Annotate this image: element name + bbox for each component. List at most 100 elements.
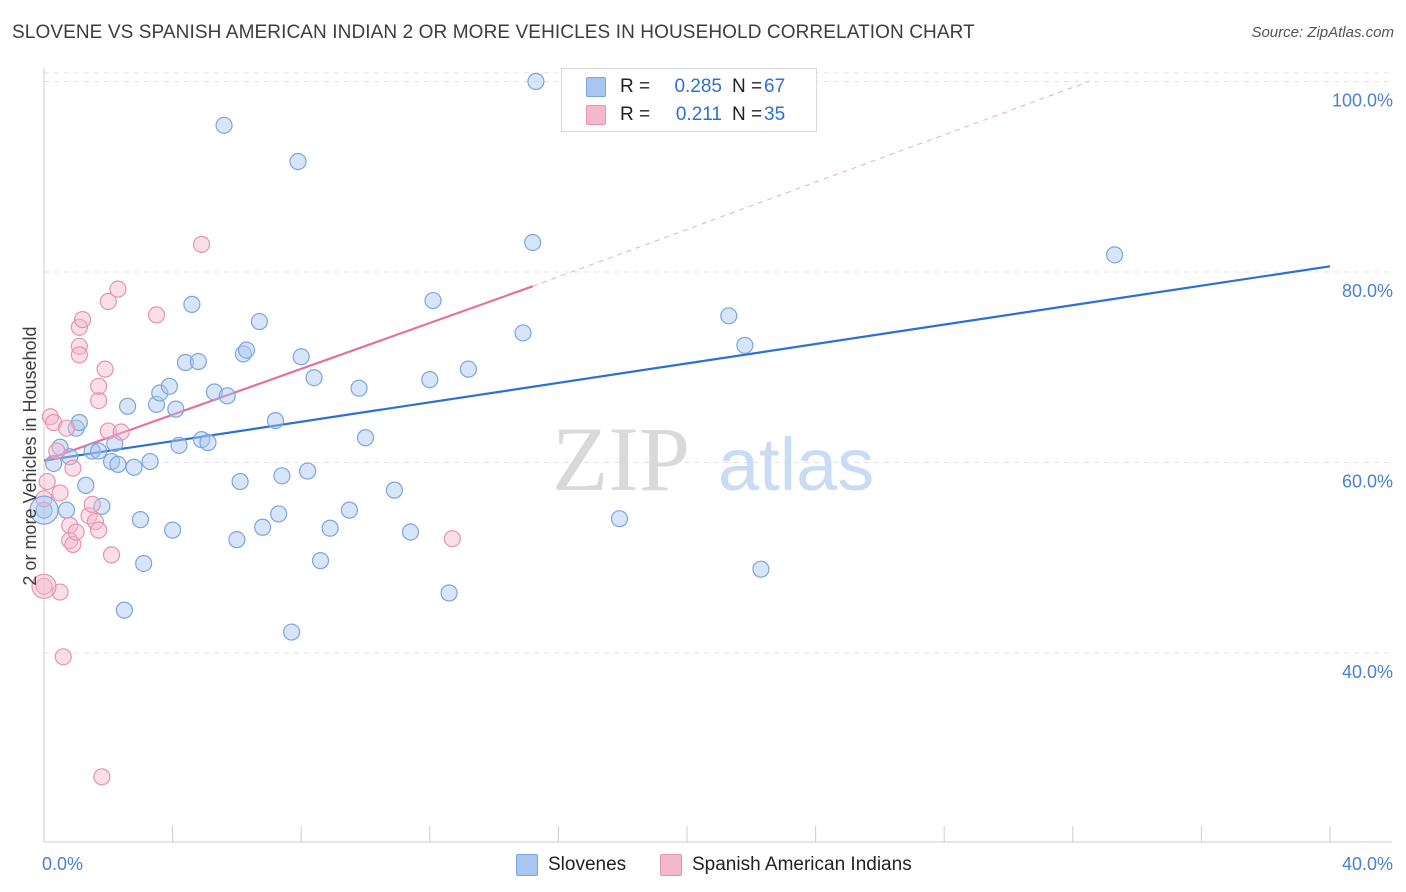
point-slovenes	[385, 481, 404, 499]
source-credit: Source: ZipAtlas.com	[1251, 24, 1394, 41]
legend-r-value: 0.211	[675, 104, 722, 125]
legend-r-value: 0.285	[674, 76, 722, 97]
legend-swatch-spanish-american-indians	[660, 854, 682, 876]
point-slovenes	[424, 291, 442, 310]
point-slovenes	[237, 341, 256, 359]
point-slovenes	[270, 505, 288, 523]
trend-line-slovenes	[43, 265, 1331, 462]
x-tick-label: 0.0%	[42, 854, 83, 874]
point-slovenes	[135, 554, 153, 573]
point-slovenes	[321, 519, 339, 537]
point-spanish-american-indians	[99, 422, 117, 440]
point-spanish-american-indians	[51, 484, 69, 502]
point-slovenes	[311, 552, 330, 570]
point-slovenes-large	[29, 495, 59, 525]
point-spanish-american-indians	[112, 423, 130, 441]
point-slovenes	[401, 523, 420, 541]
tick-labels: 40.0% 60.0% 80.0% 100.0% 0.0% 40.0%	[42, 91, 1393, 875]
point-spanish-american-indians	[443, 530, 461, 548]
trend-line-spanish-american-indians	[43, 285, 534, 462]
point-slovenes	[231, 472, 249, 491]
point-spanish-american-indians	[54, 648, 72, 666]
point-slovenes	[305, 369, 323, 387]
point-spanish-american-indians	[147, 306, 166, 324]
y-tick-label: 100.0%	[1332, 91, 1393, 111]
axes	[43, 68, 1392, 843]
point-spanish-american-indians	[38, 472, 56, 491]
point-slovenes	[77, 476, 95, 494]
point-slovenes	[109, 455, 127, 474]
point-slovenes	[736, 336, 754, 354]
point-slovenes	[218, 387, 236, 405]
point-slovenes	[266, 411, 285, 430]
point-slovenes	[459, 360, 477, 378]
point-slovenes	[350, 379, 368, 397]
point-slovenes	[189, 352, 207, 371]
point-slovenes	[254, 518, 272, 536]
point-spanish-american-indians	[192, 235, 211, 253]
legend-swatch-spanish-american-indians	[586, 105, 606, 125]
point-spanish-american-indians	[93, 768, 111, 786]
point-spanish-american-indians	[67, 523, 85, 541]
trend-lines	[43, 81, 1331, 462]
legend-label-spanish-american-indians: Spanish American Indians	[692, 854, 912, 875]
legend-r-label: R =	[620, 104, 651, 125]
point-spanish-american-indians	[109, 280, 127, 298]
legend-n-label: N =	[732, 76, 763, 97]
point-slovenes	[90, 442, 108, 460]
legend-item-slovenes[interactable]: Slovenes	[516, 852, 626, 878]
point-spanish-american-indians	[57, 419, 76, 437]
point-spanish-american-indians	[99, 292, 117, 311]
point-spanish-american-indians	[90, 391, 108, 410]
point-slovenes	[125, 458, 143, 476]
point-spanish-american-indians	[73, 311, 92, 329]
point-spanish-american-indians	[48, 442, 66, 460]
point-slovenes	[527, 72, 545, 91]
x-tick-label: 40.0%	[1342, 854, 1393, 874]
point-slovenes	[176, 353, 195, 372]
point-spanish-american-indians	[90, 377, 108, 395]
point-slovenes	[340, 501, 359, 519]
point-slovenes	[164, 521, 182, 539]
point-spanish-american-indians	[61, 516, 79, 534]
watermark-zip: ZIP	[552, 408, 690, 510]
point-slovenes	[282, 623, 301, 641]
point-slovenes	[170, 436, 188, 454]
point-slovenes	[514, 324, 532, 342]
point-slovenes	[131, 511, 150, 529]
point-slovenes	[141, 452, 159, 471]
legend-item-spanish-american-indians[interactable]: Spanish American Indians	[660, 852, 912, 878]
watermark-atlas: atlas	[718, 423, 874, 506]
point-spanish-american-indians	[35, 577, 53, 595]
gridlines	[44, 72, 1392, 654]
point-slovenes	[151, 384, 169, 402]
point-slovenes	[160, 377, 178, 395]
y-tick-label: 60.0%	[1342, 472, 1393, 492]
point-slovenes	[205, 383, 223, 401]
point-slovenes	[118, 397, 137, 415]
point-spanish-american-indians	[102, 546, 121, 564]
legend-swatch-slovenes	[586, 77, 606, 97]
legend-r-label: R =	[620, 76, 651, 97]
point-slovenes	[199, 433, 217, 452]
correlation-legend: R = 0.285 N = 67 R = 0.211 N = 35	[561, 68, 817, 132]
point-slovenes	[273, 467, 291, 485]
point-slovenes	[167, 400, 185, 418]
point-slovenes	[421, 371, 439, 389]
point-spanish-american-indians	[70, 346, 88, 364]
point-slovenes	[57, 501, 76, 519]
point-spanish-american-indians	[90, 521, 108, 539]
point-spanish-american-indians	[64, 459, 82, 477]
point-slovenes	[1105, 246, 1124, 264]
point-slovenes	[115, 601, 133, 619]
point-slovenes	[356, 429, 375, 447]
point-slovenes	[292, 348, 310, 366]
point-spanish-american-indians	[96, 360, 114, 378]
point-slovenes	[215, 116, 233, 134]
legend-n-label: N =	[732, 104, 763, 125]
point-slovenes	[183, 295, 201, 313]
point-slovenes	[440, 584, 458, 602]
y-tick-label: 80.0%	[1342, 281, 1393, 301]
point-slovenes	[289, 152, 307, 171]
